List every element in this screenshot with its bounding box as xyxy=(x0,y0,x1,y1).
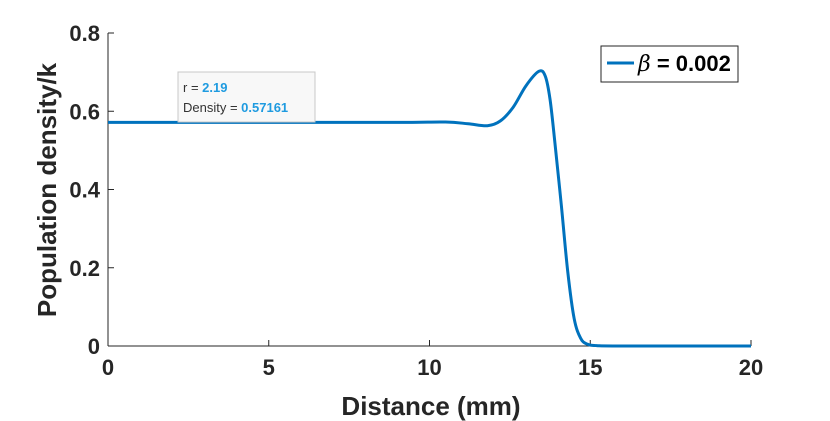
x-tick-label: 15 xyxy=(578,355,602,380)
y-tick-label: 0 xyxy=(88,334,100,359)
x-axis-title: Distance (mm) xyxy=(341,391,520,421)
x-tick-label: 5 xyxy=(263,355,275,380)
datatip-density-value: 0.57161 xyxy=(241,100,288,115)
series-line-beta xyxy=(108,69,752,348)
x-tick-label: 20 xyxy=(739,355,763,380)
x-tick-label: 0 xyxy=(102,355,114,380)
axis-ticks: 0 5 10 15 20 0 0.2 0.4 0.6 0.8 xyxy=(69,21,763,380)
legend-symbol: β xyxy=(637,52,651,77)
datatip-density: Density = 0.57161 xyxy=(183,100,288,115)
datatip: r = 2.19 Density = 0.57161 xyxy=(177,71,316,123)
y-tick-label: 0.2 xyxy=(69,256,100,281)
y-tick-label: 0.6 xyxy=(69,99,100,124)
x-tick-label: 10 xyxy=(417,355,441,380)
datatip-box xyxy=(177,71,316,123)
legend-value: = 0.002 xyxy=(651,51,731,76)
y-tick-label: 0.4 xyxy=(69,178,100,203)
legend-label: β = 0.002 xyxy=(637,51,731,77)
y-tick-label: 0.8 xyxy=(69,21,100,46)
y-axis-title: Population density/k xyxy=(32,62,62,317)
datatip-r: r = 2.19 xyxy=(183,80,227,95)
datatip-r-value: 2.19 xyxy=(202,80,227,95)
legend: β = 0.002 xyxy=(600,45,739,83)
